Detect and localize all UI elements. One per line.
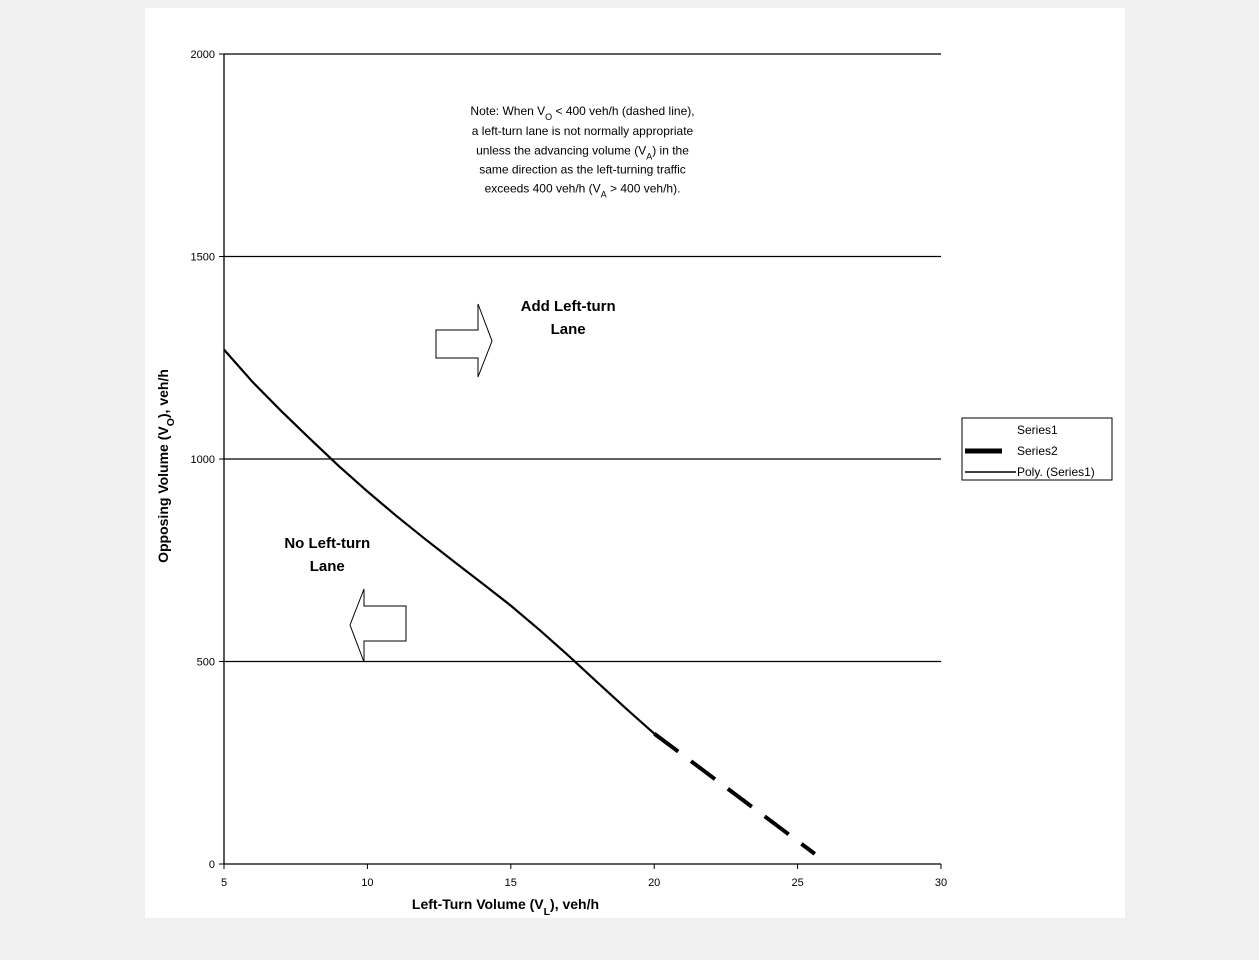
x-tick-labels: 5 10 15 20 25 30 xyxy=(221,877,947,889)
note-line-4: same direction as the left-turning traff… xyxy=(479,162,686,176)
legend: Series1 Series2 Poly. (Series1) xyxy=(961,417,1113,481)
y-axis-title: Opposing Volume (VO), veh/h xyxy=(155,369,177,563)
x-tick-label: 5 xyxy=(221,877,227,889)
y-tick-label: 1000 xyxy=(191,454,215,466)
x-tick-label: 30 xyxy=(935,877,947,889)
gridlines xyxy=(224,53,941,663)
region-labels: Add Left-turn Lane No Left-turn Lane xyxy=(284,298,615,575)
axis-titles: Left-Turn Volume (VL), veh/h Opposing Vol… xyxy=(155,369,599,918)
note-line-1: Note: When VO < 400 veh/h (dashed line), xyxy=(470,104,694,122)
add-left-turn-lane-label-line1: Add Left-turn xyxy=(521,298,616,315)
note-annotation: Note: When VO < 400 veh/h (dashed line),… xyxy=(470,104,694,200)
note-line-2: a left-turn lane is not normally appropr… xyxy=(472,124,694,138)
y-tick-labels: 0 500 1000 1500 2000 xyxy=(191,49,215,871)
region-arrows xyxy=(349,303,493,663)
series-lines xyxy=(223,348,816,856)
series-dashed-line xyxy=(653,731,816,856)
x-tick-label: 10 xyxy=(361,877,373,889)
legend-label: Poly. (Series1) xyxy=(1017,465,1095,479)
add-left-turn-lane-label-line2: Lane xyxy=(551,321,586,338)
left-arrow-icon xyxy=(349,588,407,663)
chart-svg: 5 10 15 20 25 30 0 500 1000 1500 2000 Add Left-tu… xyxy=(155,49,1113,918)
chart-frame: 5 10 15 20 25 30 0 500 1000 1500 2000 Add Left-tu… xyxy=(145,8,1125,918)
series-poly-line xyxy=(223,348,655,735)
axes xyxy=(219,53,942,869)
note-line-3: unless the advancing volume (VA) in the xyxy=(476,143,689,161)
y-tick-label: 2000 xyxy=(191,49,215,61)
x-tick-label: 20 xyxy=(648,877,660,889)
x-tick-label: 15 xyxy=(505,877,517,889)
no-left-turn-lane-label-line2: Lane xyxy=(310,558,345,575)
x-tick-label: 25 xyxy=(791,877,803,889)
right-arrow-icon xyxy=(435,303,493,378)
note-line-5: exceeds 400 veh/h (VA > 400 veh/h). xyxy=(485,182,681,200)
y-tick-label: 0 xyxy=(209,859,215,871)
y-tick-label: 1500 xyxy=(191,252,215,264)
no-left-turn-lane-label-line1: No Left-turn xyxy=(284,535,370,552)
legend-label: Series2 xyxy=(1017,444,1058,458)
x-axis-title: Left-Turn Volume (VL), veh/h xyxy=(412,896,599,918)
legend-label: Series1 xyxy=(1017,423,1058,437)
y-tick-label: 500 xyxy=(197,657,215,669)
